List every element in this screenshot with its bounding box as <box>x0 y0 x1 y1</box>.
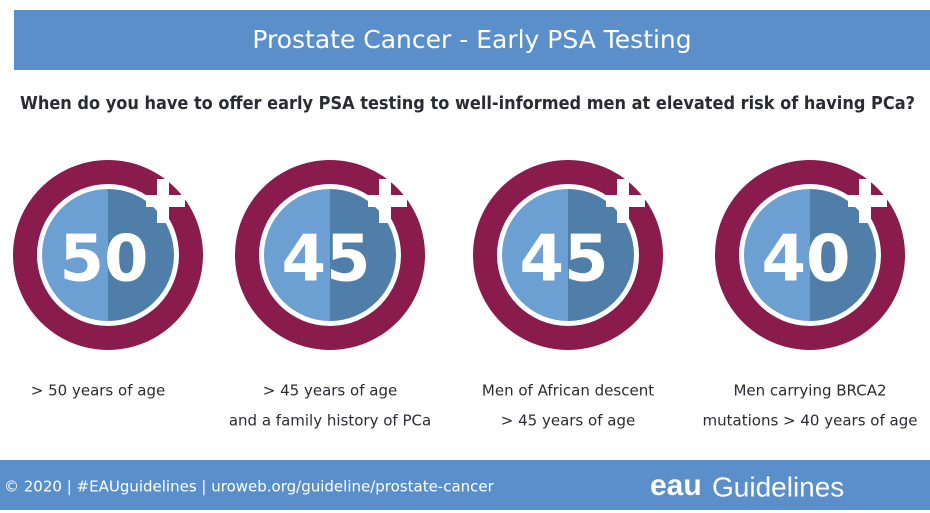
caption: > 45 years of age <box>263 382 397 400</box>
caption: mutations > 40 years of age <box>703 412 918 430</box>
footer-band <box>0 460 930 510</box>
plus-sign <box>606 179 645 223</box>
badge: 50 > 50 years of age <box>13 160 203 400</box>
badge: 45 > 45 years of age and a family history … <box>229 160 431 430</box>
caption: Men of African descent <box>482 382 654 400</box>
badge-number: 40 <box>761 223 850 297</box>
caption: and a family history of PCa <box>229 412 431 430</box>
disc-left <box>264 189 330 321</box>
badge-number: 50 <box>59 223 148 297</box>
header-band <box>14 10 930 70</box>
footer-text: © 2020 | #EAUguidelines | uroweb.org/gui… <box>4 478 495 496</box>
disc-left <box>502 189 568 321</box>
items: 50 > 50 years of age 45 > 45 years of age an… <box>13 160 917 430</box>
badge: 45 Men of African descent > 45 years of ag… <box>473 160 663 430</box>
badge: 40 Men carrying BRCA2 mutations > 40 years… <box>703 160 918 430</box>
plus-sign <box>146 179 185 223</box>
badge-number: 45 <box>281 223 370 297</box>
caption: > 45 years of age <box>501 412 635 430</box>
question: When do you have to offer early PSA test… <box>20 94 915 114</box>
brand: Guidelines <box>712 471 844 502</box>
disc-left <box>744 189 810 321</box>
logo: eau <box>650 469 702 502</box>
title: Prostate Cancer - Early PSA Testing <box>252 25 691 54</box>
disc-left <box>42 189 108 321</box>
caption: > 50 years of age <box>31 382 165 400</box>
caption: Men carrying BRCA2 <box>733 382 886 400</box>
plus-sign <box>368 179 407 223</box>
plus-sign <box>848 179 887 223</box>
badge-number: 45 <box>519 223 608 297</box>
